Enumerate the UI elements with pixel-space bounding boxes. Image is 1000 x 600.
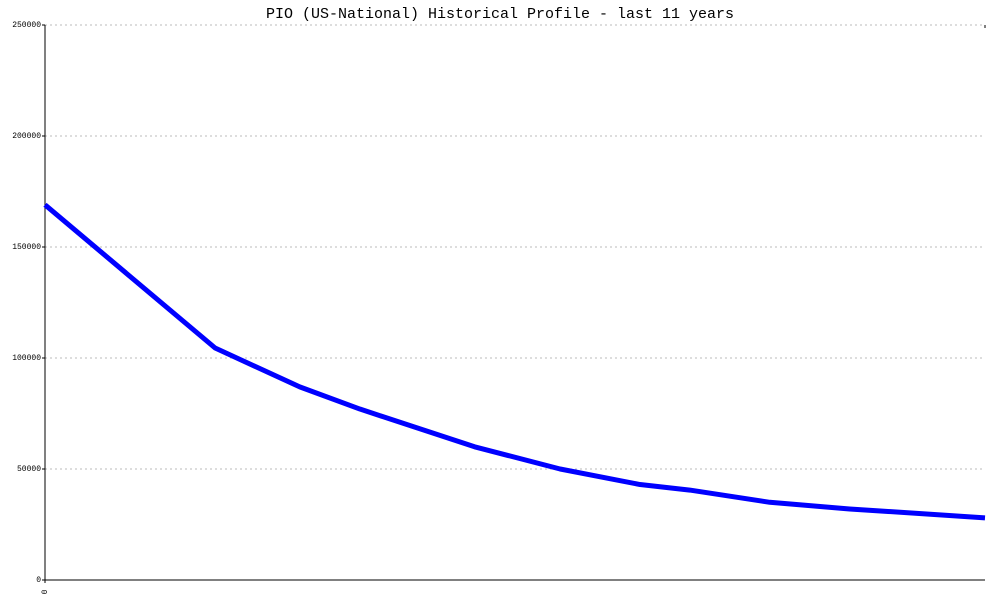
x-tick-label: 0 bbox=[41, 589, 50, 594]
chart-title: PIO (US-National) Historical Profile - l… bbox=[266, 6, 734, 23]
y-tick-label: 0 bbox=[36, 576, 41, 585]
y-tick-label: 250000 bbox=[12, 21, 41, 30]
y-tick-label: 200000 bbox=[12, 132, 41, 141]
y-tick-label: 150000 bbox=[12, 243, 41, 252]
y-tick-label: 100000 bbox=[12, 354, 41, 363]
data-line bbox=[43, 202, 986, 521]
y-tick-label: 50000 bbox=[17, 465, 41, 474]
